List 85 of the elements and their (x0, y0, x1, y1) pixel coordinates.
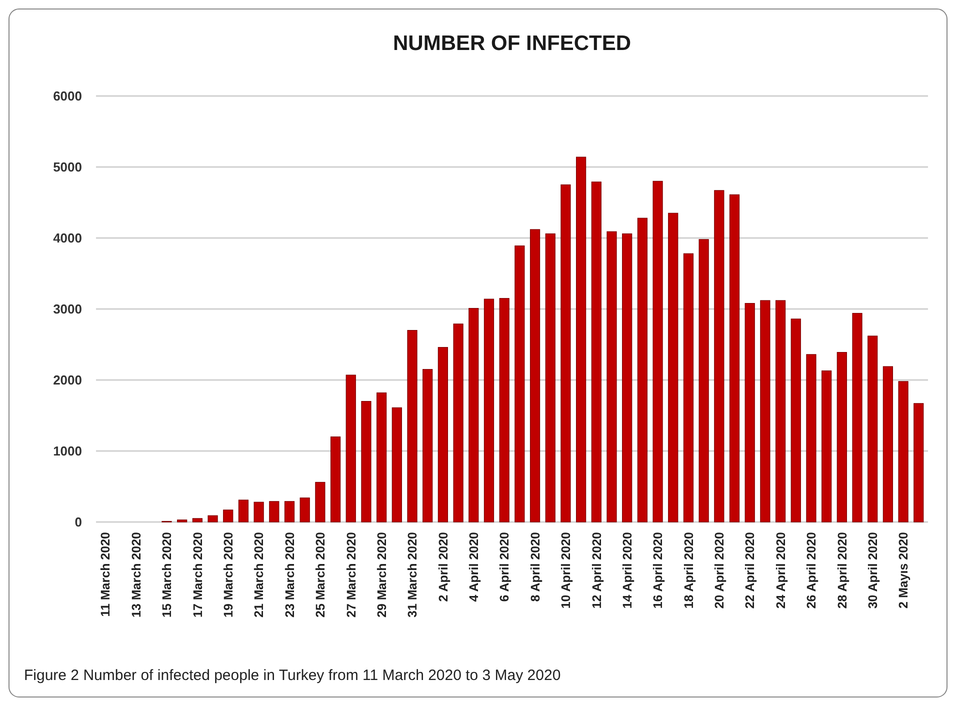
x-tick-label: 27 March 2020 (344, 532, 358, 618)
y-tick-label: 5000 (53, 160, 82, 175)
bar (914, 403, 924, 522)
bar (790, 318, 801, 522)
bar (392, 407, 402, 522)
bar (606, 231, 617, 522)
bar (484, 298, 494, 522)
bar (499, 298, 510, 522)
x-tick-label: 23 March 2020 (282, 532, 297, 618)
bar (760, 300, 770, 522)
bar (315, 482, 326, 522)
x-tick-label: 31 March 2020 (406, 532, 420, 618)
bar (545, 233, 556, 522)
x-tick-label: 12 April 2020 (590, 532, 604, 609)
bar (806, 354, 816, 522)
bar (668, 212, 678, 522)
x-tick-label: 18 April 2020 (682, 532, 696, 609)
bar (284, 501, 295, 522)
x-tick-label: 21 March 2020 (252, 532, 266, 618)
caption: Figure 2 Number of infected people in Turkey from 11 March 2020 to 3 May 2020 (24, 667, 561, 684)
bar (775, 300, 786, 522)
bar (852, 312, 862, 522)
bar (330, 436, 341, 522)
bar (376, 392, 387, 522)
bar (882, 366, 894, 522)
x-tick-label: 22 April 2020 (743, 532, 758, 609)
bar (822, 370, 832, 522)
x-tick-label: 4 April 2020 (467, 532, 482, 602)
bar (254, 502, 264, 522)
bar (560, 184, 571, 522)
bar (238, 500, 249, 522)
bar (729, 194, 740, 522)
y-tick-label: 4000 (53, 230, 82, 246)
bar (223, 510, 234, 522)
bar (407, 330, 418, 522)
bar (714, 190, 724, 522)
bar (530, 229, 540, 522)
bar (683, 253, 694, 522)
bar (453, 324, 464, 522)
x-tick-label: 17 March 2020 (190, 532, 205, 618)
bar (576, 156, 586, 522)
x-tick-label: 28 April 2020 (835, 532, 850, 609)
x-tick-label: 14 April 2020 (620, 532, 634, 609)
x-tick-label: 26 April 2020 (804, 532, 819, 609)
bar (208, 515, 218, 522)
bar (300, 498, 310, 522)
bar (192, 518, 202, 522)
x-tick-label: 15 March 2020 (160, 532, 174, 618)
x-tick-label: 6 April 2020 (498, 532, 512, 602)
y-tick-label: 1000 (53, 444, 82, 459)
x-tick-label: 8 April 2020 (528, 532, 542, 602)
bar (591, 182, 602, 522)
x-tick-label: 2 Mayıs 2020 (896, 532, 911, 608)
bar (637, 218, 648, 522)
x-tick-label: 20 April 2020 (712, 532, 727, 609)
bar (269, 501, 280, 522)
x-tick-label: 16 April 2020 (651, 532, 666, 609)
y-tick-label: 3000 (53, 302, 82, 317)
x-tick-label: 24 April 2020 (774, 532, 788, 609)
y-tick-label: 0 (74, 514, 82, 530)
x-tick-label: 13 March 2020 (129, 532, 144, 618)
bar (652, 180, 663, 522)
y-tick-label: 6000 (53, 88, 82, 104)
bar (177, 520, 188, 522)
bar (438, 347, 448, 522)
bar (468, 308, 479, 522)
bar (898, 381, 908, 522)
bar (514, 246, 525, 522)
x-tick-label: 11 March 2020 (98, 532, 113, 617)
bar (744, 303, 755, 522)
bar (836, 352, 847, 522)
bar (361, 401, 372, 522)
x-tick-label: 10 April 2020 (559, 532, 574, 609)
x-tick-label: 29 March 2020 (374, 532, 389, 618)
bar (422, 369, 433, 522)
x-tick-label: 2 April 2020 (436, 532, 450, 602)
x-tick-label: 30 April 2020 (866, 532, 880, 609)
bar (698, 239, 709, 522)
y-tick-label: 2000 (53, 372, 82, 388)
x-tick-label: 25 March 2020 (314, 532, 328, 618)
chart-title: NUMBER OF INFECTED (393, 32, 631, 55)
bar (622, 233, 632, 522)
bar (868, 336, 878, 522)
x-tick-label: 19 March 2020 (221, 532, 236, 618)
bar (346, 374, 356, 522)
